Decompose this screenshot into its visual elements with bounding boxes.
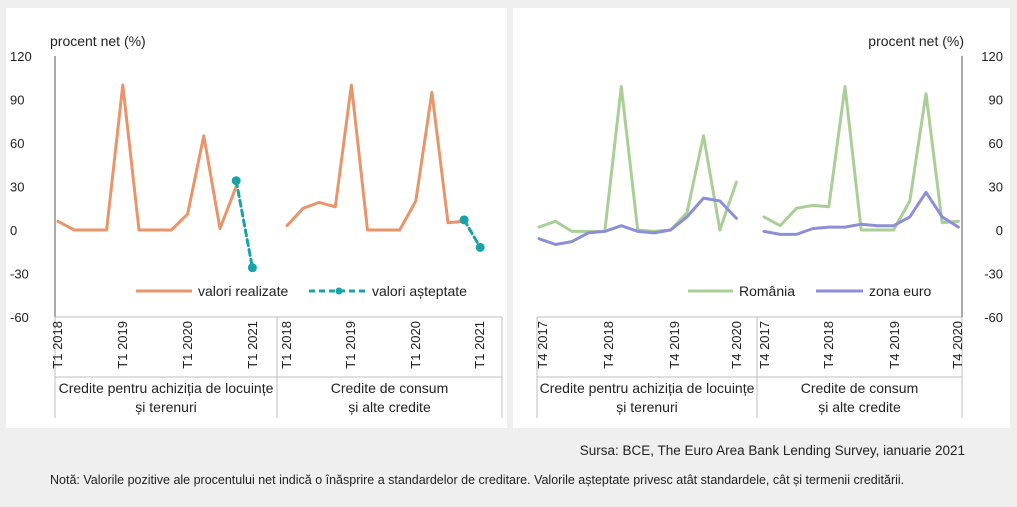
right-chart-svg: 120 90 60 30 0 -30 -60 procent net (%) T4 2017 T4…	[535, 33, 1003, 418]
y-tick-label: 0	[10, 223, 17, 238]
x-tick-label: T1 2018	[279, 321, 294, 369]
series-line-expected	[234, 179, 254, 270]
legend-label-realized: valori realizate	[198, 283, 288, 299]
legend-marker-expected	[335, 287, 343, 295]
legend-label-euro: zona euro	[869, 283, 931, 299]
group-label: Credite pentru achiziția de locuințe	[540, 380, 755, 396]
series-line-realized	[56, 83, 238, 232]
y-tick-label: 0	[996, 223, 1003, 238]
x-tick-label: T1 2019	[115, 321, 130, 369]
x-tick-label: T4 2018	[601, 321, 616, 369]
right-chart-panel: 120 90 60 30 0 -30 -60 procent net (%) T4 2017 T4…	[513, 8, 1010, 428]
y-tick-label: 30	[10, 180, 24, 195]
x-tick-label: T1 2018	[50, 321, 65, 369]
y-tick-label: 90	[989, 93, 1003, 108]
series-line-expected	[462, 218, 482, 249]
legend-label-expected: valori așteptate	[372, 283, 467, 299]
unit-label: procent net (%)	[50, 33, 146, 49]
expected-point	[459, 215, 469, 225]
expected-point	[231, 176, 241, 186]
x-tick-label: T4 2019	[667, 321, 682, 369]
x-tick-label: T1 2020	[180, 321, 195, 369]
unit-label: procent net (%)	[868, 33, 964, 49]
left-chart-panel: 120 90 60 30 0 -30 -60 procent net (%) T1 2018 T1…	[6, 8, 507, 428]
note-text: Notă: Valorile pozitive ale procentului …	[50, 473, 905, 487]
source-text: Sursa: BCE, The Euro Area Bank Lending S…	[579, 443, 965, 458]
x-tick-label: T1 2021	[245, 321, 260, 369]
group-label: și alte credite	[348, 399, 431, 415]
y-tick-label: 120	[981, 49, 1003, 64]
series-line-euro	[537, 196, 738, 246]
y-tick-label: 120	[10, 49, 32, 64]
x-tick-label: T4 2017	[757, 321, 772, 369]
group-label: și alte credite	[818, 399, 901, 415]
y-tick-label: 30	[989, 180, 1003, 195]
left-chart-svg: 120 90 60 30 0 -30 -60 procent net (%) T1 2018 T1…	[10, 33, 503, 418]
series-line-realized	[285, 83, 466, 232]
series-line-euro	[762, 190, 960, 236]
series-line-romania	[537, 85, 738, 233]
y-tick-label: -30	[10, 267, 29, 282]
group-label: și terenuri	[616, 399, 677, 415]
group-label: și terenuri	[135, 399, 196, 415]
y-tick-label: 60	[989, 136, 1003, 151]
x-tick-label: T4 2017	[535, 321, 550, 369]
x-tick-label: T4 2019	[887, 321, 902, 369]
group-label: Credite de consum	[331, 380, 449, 396]
y-tick-label: 60	[10, 136, 24, 151]
group-label: Credite de consum	[801, 380, 919, 396]
x-tick-label: T1 2021	[472, 321, 487, 369]
group-label: Credite pentru achiziția de locuințe	[59, 380, 274, 396]
x-tick-label: T4 2020	[950, 321, 965, 369]
expected-point	[475, 242, 485, 252]
y-tick-label: -60	[984, 310, 1003, 325]
y-tick-label: 90	[10, 93, 24, 108]
x-tick-label: T4 2018	[821, 321, 836, 369]
y-tick-label: -60	[10, 310, 29, 325]
expected-point	[247, 263, 257, 273]
x-tick-label: T1 2019	[343, 321, 358, 369]
y-tick-label: -30	[984, 267, 1003, 282]
x-tick-label: T4 2020	[729, 321, 744, 369]
legend-label-romania: România	[739, 283, 795, 299]
series-line-romania	[762, 85, 960, 232]
x-tick-label: T1 2020	[408, 321, 423, 369]
